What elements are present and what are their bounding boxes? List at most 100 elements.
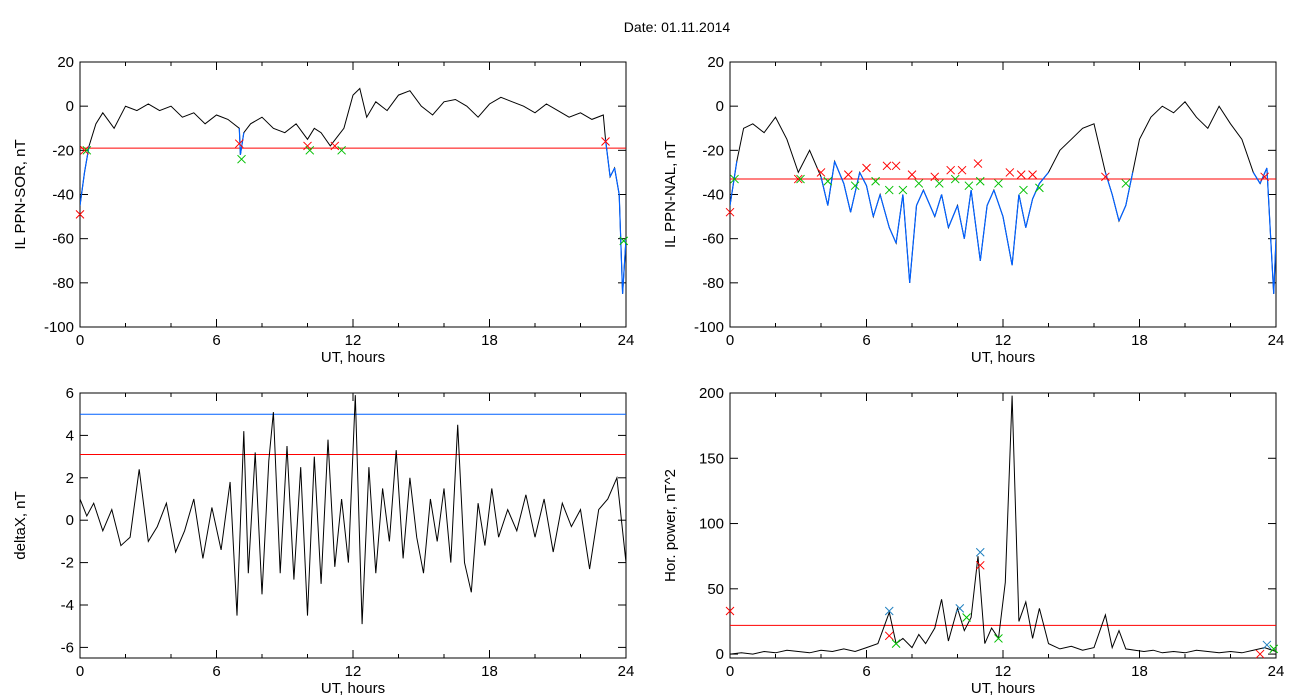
plot-frame	[79, 392, 627, 659]
event-marker	[962, 613, 971, 622]
event-marker	[1028, 170, 1037, 179]
event-marker	[884, 185, 894, 195]
y-tick-label: 200	[699, 385, 724, 402]
y-tick-label: 150	[699, 450, 724, 467]
event-marker	[882, 161, 892, 171]
x-tick-label: 0	[726, 332, 734, 349]
data-trace	[80, 395, 626, 625]
event-marker	[964, 181, 974, 191]
x-tick-label: 12	[345, 663, 362, 680]
x-tick-label: 12	[345, 332, 362, 349]
event-marker	[1269, 644, 1279, 654]
y-tick-label: 100	[699, 516, 724, 533]
panel-il-ppn-sor: 0 6 12 18 24 -100 -80 -60 -40 -20 0 20 UT, hours IL P…	[12, 54, 634, 366]
event-marker	[1121, 179, 1131, 188]
y-tick-label: 4	[66, 427, 74, 444]
event-marker	[862, 163, 871, 173]
event-marker	[891, 161, 901, 171]
x-tick-label: 6	[862, 663, 870, 680]
disturbed-trace	[80, 128, 626, 294]
disturbed-trace	[730, 161, 1276, 294]
x-tick-label: 18	[1131, 332, 1148, 349]
x-tick-label: 18	[481, 332, 498, 349]
x-tick-label: 18	[1131, 663, 1148, 680]
event-marker	[80, 145, 89, 155]
x-axis-label: UT, hours	[321, 680, 385, 697]
event-marker	[619, 236, 629, 246]
x-tick-label: 6	[212, 663, 220, 680]
event-marker	[330, 141, 340, 151]
y-tick-label: -80	[702, 275, 724, 292]
y-axis-label: IL PPN-NAL, nT	[662, 141, 679, 248]
event-marker	[1260, 172, 1269, 182]
y-tick-label: 6	[66, 385, 74, 402]
panel-il-ppn-nal: 0 6 12 18 24 -100 -80 -60 -40 -20 0 20 UT, hours IL P…	[662, 54, 1284, 366]
event-marker	[898, 185, 908, 195]
event-marker	[816, 168, 826, 177]
event-marker	[793, 174, 803, 184]
event-marker	[337, 145, 346, 155]
event-marker	[950, 174, 960, 184]
x-tick-label: 12	[995, 663, 1012, 680]
y-tick-label: 0	[66, 512, 74, 529]
y-tick-label: -100	[44, 319, 74, 336]
event-marker	[994, 179, 1003, 188]
y-tick-label: -20	[52, 142, 74, 159]
event-marker	[955, 604, 965, 613]
event-marker	[234, 139, 244, 149]
event-marker	[884, 606, 894, 616]
y-tick-label: -20	[702, 142, 724, 159]
event-marker	[305, 145, 315, 155]
event-marker	[601, 137, 610, 146]
event-marker	[884, 631, 894, 641]
y-axis-label: deltaX, nT	[12, 491, 29, 559]
event-marker	[1255, 649, 1265, 659]
plot-frame	[729, 392, 1277, 659]
y-tick-label: -2	[61, 555, 74, 572]
y-tick-label: -6	[61, 639, 74, 656]
y-tick-label: -60	[52, 231, 74, 248]
event-marker	[946, 165, 956, 175]
event-marker	[907, 170, 917, 179]
data-trace	[730, 101, 1276, 294]
event-marker	[796, 174, 805, 184]
event-marker	[730, 174, 739, 184]
event-marker	[850, 181, 860, 191]
event-marker	[871, 176, 880, 186]
x-tick-label: 0	[76, 332, 84, 349]
event-marker	[75, 210, 85, 219]
event-marker	[975, 547, 985, 557]
panel-hor-power: 0 6 12 18 24 0 50 100 150 200 UT, hours Hor. power,…	[662, 385, 1284, 697]
event-marker	[237, 154, 246, 164]
event-marker	[914, 179, 924, 188]
event-marker	[957, 165, 967, 175]
y-tick-label: 0	[66, 98, 74, 115]
x-tick-label: 0	[726, 663, 734, 680]
x-tick-label: 6	[862, 332, 870, 349]
event-marker	[934, 179, 944, 188]
x-tick-label: 18	[481, 663, 498, 680]
x-tick-label: 12	[995, 332, 1012, 349]
event-marker	[725, 207, 735, 217]
x-tick-label: 24	[618, 663, 635, 680]
event-marker	[303, 141, 312, 151]
plot-frame	[79, 61, 627, 328]
event-marker	[930, 172, 940, 182]
x-tick-label: 6	[212, 332, 220, 349]
event-marker	[1101, 172, 1110, 182]
y-tick-label: -40	[52, 187, 74, 204]
y-tick-label: 20	[57, 54, 74, 71]
x-axis-label: UT, hours	[971, 680, 1035, 697]
event-marker	[973, 159, 983, 168]
event-marker	[994, 634, 1003, 643]
event-marker	[843, 170, 853, 179]
event-marker	[975, 176, 985, 186]
data-trace	[80, 87, 626, 294]
page-title: Date: 01.11.2014	[623, 19, 731, 35]
x-tick-label: 0	[76, 663, 84, 680]
event-marker	[975, 560, 985, 570]
x-axis-label: UT, hours	[321, 349, 385, 366]
y-tick-label: -4	[61, 597, 74, 614]
